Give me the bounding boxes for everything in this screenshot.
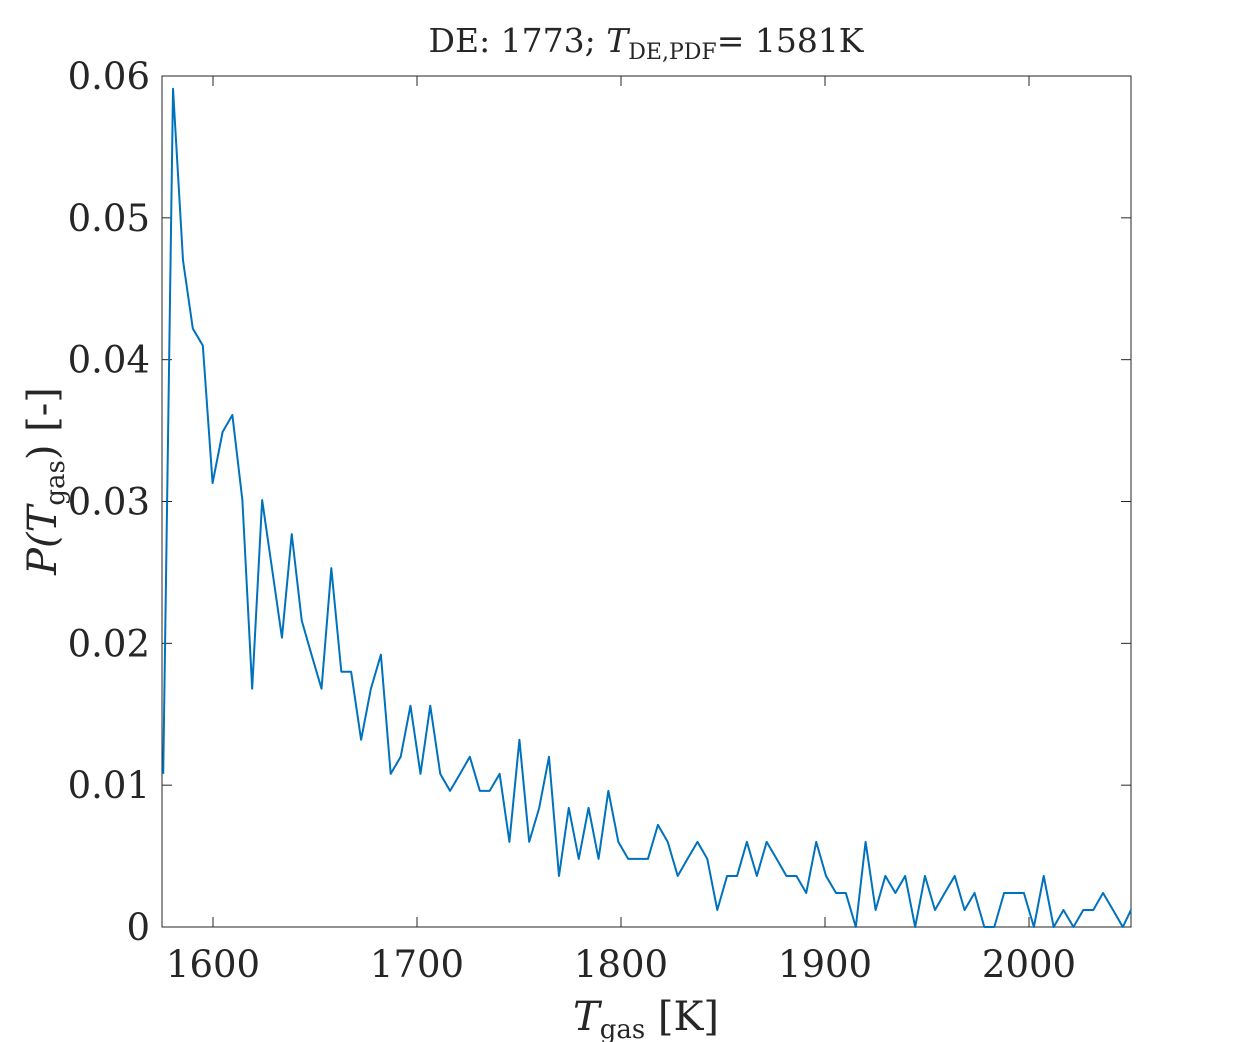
series-line [162,87,1132,928]
y-tick-label: 0.01 [68,764,150,807]
x-tick-label: 1900 [778,943,872,986]
x-axis-label: Tgas [K] [573,994,719,1042]
x-tick-label: 1700 [370,943,464,986]
y-tick-label: 0 [126,906,150,949]
x-tick-label: 1800 [574,943,668,986]
y-tick-label: 0.03 [68,481,150,524]
chart-title: DE: 1773; TDE,PDF= 1581K [429,21,865,65]
y-tick-label: 0.05 [68,197,150,240]
x-tick-label: 1600 [166,943,260,986]
y-tick-label: 0.04 [68,339,150,382]
x-tick-label: 2000 [982,943,1076,986]
plot-area-box [161,75,1132,928]
x-axis-ticks: 1600 1700 1800 1900 2000 [166,76,1076,986]
y-tick-label: 0.02 [68,622,150,665]
y-tick-label: 0.06 [68,55,150,98]
y-axis-label: P(Tgas) [-] [20,387,71,576]
y-axis-ticks: 0 0.01 0.02 0.03 0.04 0.05 0.06 [68,55,1131,949]
